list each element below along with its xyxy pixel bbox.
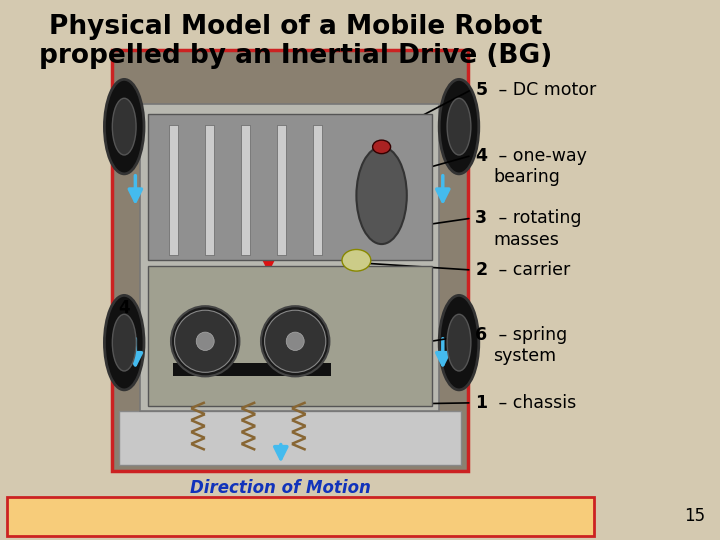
Text: 4: 4 (119, 299, 130, 317)
Text: Fig. 10: Fig. 10 (20, 507, 89, 525)
Ellipse shape (104, 295, 144, 390)
Text: – rotating: – rotating (493, 209, 582, 227)
Ellipse shape (439, 295, 479, 390)
Text: 15: 15 (684, 507, 706, 525)
Bar (205, 125, 214, 255)
Bar (241, 125, 250, 255)
Bar (173, 363, 331, 376)
Text: Physical Model of a Mobile Robot: Physical Model of a Mobile Robot (48, 14, 542, 40)
Ellipse shape (287, 332, 305, 350)
Text: 2: 2 (475, 261, 487, 279)
Text: – DC motor: – DC motor (493, 80, 596, 99)
Bar (148, 114, 432, 260)
Text: – chassis: – chassis (493, 394, 577, 412)
Text: 1: 1 (475, 394, 487, 412)
Bar (7, 497, 594, 536)
Ellipse shape (356, 147, 407, 244)
Text: – one-way: – one-way (493, 146, 587, 165)
Text: 4: 4 (475, 146, 487, 165)
Text: bearing: bearing (493, 168, 560, 186)
Text: 4: 4 (119, 129, 130, 147)
Ellipse shape (171, 306, 240, 376)
Ellipse shape (373, 140, 391, 153)
Bar (313, 125, 322, 255)
Bar (112, 50, 468, 471)
Text: masses: masses (493, 231, 559, 249)
Text: Front view of the Second prototype Robot: Front view of the Second prototype Robot (83, 507, 463, 525)
Text: system: system (493, 347, 557, 366)
Ellipse shape (104, 79, 144, 174)
Bar (169, 125, 178, 255)
Ellipse shape (342, 249, 371, 271)
Text: – spring: – spring (493, 326, 567, 344)
Text: 3: 3 (475, 209, 487, 227)
Ellipse shape (439, 79, 479, 174)
Ellipse shape (112, 98, 136, 155)
Text: – carrier: – carrier (493, 261, 570, 279)
Ellipse shape (261, 306, 330, 376)
Bar (277, 125, 286, 255)
Ellipse shape (196, 332, 215, 350)
Ellipse shape (447, 314, 471, 371)
Text: Direction of Motion: Direction of Motion (190, 479, 372, 497)
Ellipse shape (265, 310, 326, 373)
Ellipse shape (447, 98, 471, 155)
Text: 5: 5 (475, 80, 487, 99)
Text: 6: 6 (475, 326, 487, 344)
Ellipse shape (175, 310, 236, 373)
Bar (119, 411, 461, 465)
Bar (148, 266, 432, 406)
Ellipse shape (112, 314, 136, 371)
Bar (140, 104, 439, 411)
Text: propelled by an Inertial Drive (BG): propelled by an Inertial Drive (BG) (39, 43, 552, 69)
